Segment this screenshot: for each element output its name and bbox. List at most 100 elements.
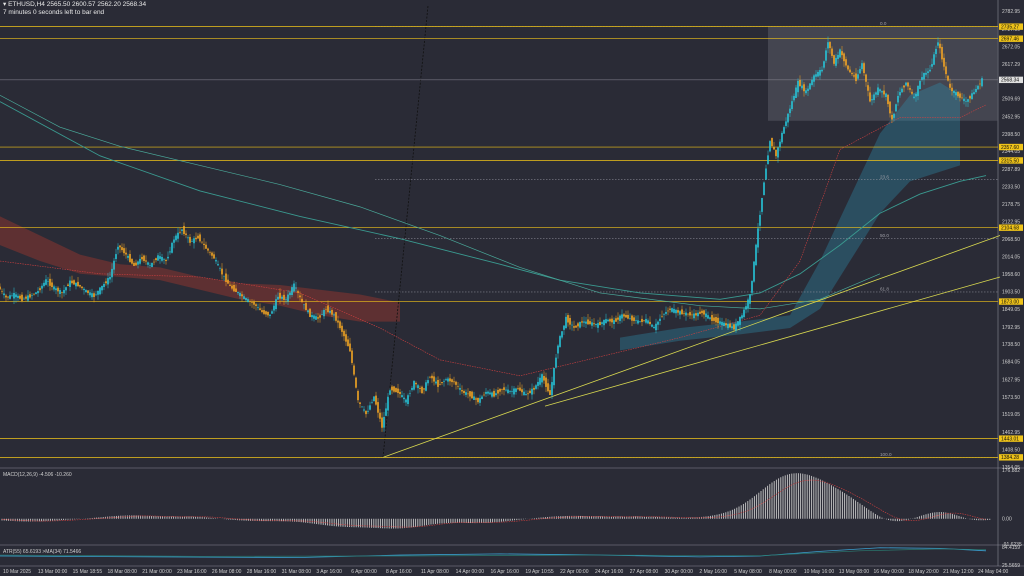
candle-body	[11, 295, 13, 297]
candle-body	[849, 69, 851, 73]
candle-body	[253, 301, 255, 305]
candle-body	[675, 309, 677, 314]
candle-body	[563, 325, 565, 330]
fib-level-label: 61.8	[880, 286, 889, 291]
candle-body	[307, 310, 309, 313]
candle-body	[491, 392, 493, 397]
candle-body	[453, 381, 455, 383]
candle-body	[379, 412, 381, 419]
price-tick-label: 2782.95	[1002, 9, 1020, 15]
candle-body	[961, 97, 963, 99]
candle-body	[217, 264, 219, 266]
candle-body	[31, 295, 33, 296]
candle-body	[601, 322, 603, 324]
candle-body	[449, 378, 451, 382]
candle-body	[137, 261, 139, 265]
candle-body	[901, 88, 903, 93]
candle-body	[795, 87, 797, 98]
candle-body	[171, 242, 173, 253]
candle-body	[467, 393, 469, 395]
fib-level-label: 23.6	[880, 174, 889, 179]
candle-body	[461, 390, 463, 392]
candle-body	[555, 357, 557, 368]
candle-body	[917, 85, 919, 96]
candle-body	[301, 298, 303, 303]
candle-body	[585, 321, 587, 324]
candle-body	[121, 247, 123, 251]
candle-body	[903, 85, 905, 88]
candle-body	[445, 379, 447, 381]
candle-body	[659, 318, 661, 322]
candle-body	[239, 292, 241, 297]
macd-tick-label: 0.00	[1002, 517, 1012, 523]
candle-body	[223, 275, 225, 277]
candle-body	[757, 228, 759, 248]
candle-body	[419, 387, 421, 389]
candle-body	[483, 394, 485, 396]
candle-body	[161, 257, 163, 261]
candle-body	[505, 389, 507, 391]
candle-body	[203, 243, 205, 245]
candle-body	[959, 93, 961, 98]
candle-body	[513, 388, 515, 395]
candle-body	[277, 296, 279, 300]
candle-body	[343, 330, 345, 337]
candle-body	[753, 261, 755, 282]
candle-body	[541, 374, 543, 383]
candle-body	[141, 257, 143, 260]
slow-ma-line	[0, 94, 881, 310]
candle-body	[377, 402, 379, 413]
level-price-tag-label: 2315.50	[1001, 158, 1019, 164]
time-tick-label: 28 Mar 16:00	[247, 569, 277, 575]
candle-body	[123, 248, 125, 254]
candle-body	[745, 306, 747, 310]
candle-body	[183, 225, 185, 234]
candle-body	[787, 113, 789, 123]
candle-body	[709, 317, 711, 319]
candle-body	[633, 317, 635, 321]
time-tick-label: 24 Apr 16:00	[595, 569, 624, 575]
candle-body	[613, 320, 615, 325]
atr-tick-label: 25.5659	[1002, 563, 1020, 569]
candle-body	[679, 311, 681, 315]
time-tick-label: 18 Mar 08:00	[107, 569, 137, 575]
candle-body	[361, 406, 363, 408]
candle-body	[269, 314, 271, 316]
candle-body	[335, 312, 337, 321]
candle-body	[643, 320, 645, 321]
candle-body	[79, 285, 81, 287]
candle-body	[447, 378, 449, 382]
candle-body	[401, 395, 403, 398]
candle-body	[119, 245, 121, 248]
candle-body	[621, 314, 623, 319]
candle-body	[57, 287, 59, 292]
level-price-tag-label: 1873.00	[1001, 299, 1019, 305]
candle-body	[551, 382, 553, 396]
candle-body	[49, 278, 51, 286]
candle-body	[341, 325, 343, 332]
candle-body	[629, 318, 631, 319]
level-price-tag-label: 2104.68	[1001, 225, 1019, 231]
candle-body	[699, 311, 701, 314]
candle-body	[719, 321, 721, 324]
candle-body	[305, 303, 307, 311]
candle-body	[479, 398, 481, 403]
candle-body	[831, 48, 833, 56]
candle-body	[865, 74, 867, 82]
candle-body	[263, 310, 265, 314]
candle-body	[135, 262, 137, 266]
price-tick-label: 2122.95	[1002, 220, 1020, 226]
dropdown-arrow-icon[interactable]: ▾	[3, 1, 7, 8]
candle-body	[431, 375, 433, 379]
candle-body	[329, 310, 331, 313]
candle-body	[63, 289, 65, 294]
candle-body	[599, 321, 601, 326]
candle-body	[151, 262, 153, 268]
candle-body	[459, 387, 461, 390]
candle-body	[147, 262, 149, 265]
candle-body	[373, 396, 375, 402]
candle-body	[891, 114, 893, 120]
candle-body	[847, 65, 849, 70]
candle-body	[53, 286, 55, 290]
